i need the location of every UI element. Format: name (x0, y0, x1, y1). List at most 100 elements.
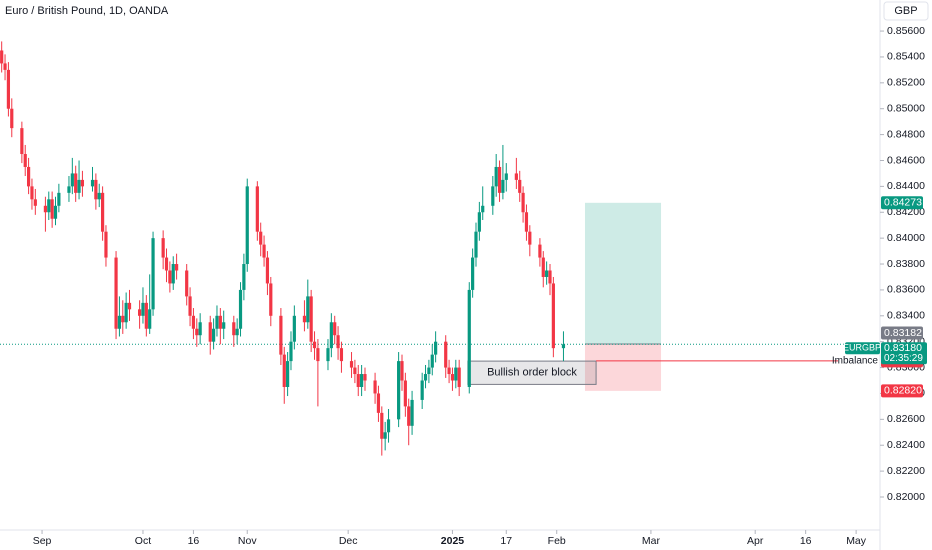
candle-body (117, 315, 122, 329)
price-tag (881, 384, 923, 398)
candle-body (434, 341, 438, 355)
candle-body (407, 406, 411, 426)
candle-body (333, 322, 337, 336)
x-tick-label: Sep (33, 535, 52, 547)
candle-body (400, 361, 404, 381)
imbalance-label: Imbalance (832, 355, 879, 366)
x-tick-label: Dec (339, 535, 358, 547)
currency-label[interactable]: GBP (894, 5, 917, 17)
candle-body (397, 361, 401, 420)
candle-body (175, 264, 179, 271)
candle-body (450, 374, 455, 381)
candle-body (282, 354, 286, 387)
candle-body (114, 257, 118, 329)
candle-body (501, 179, 505, 193)
candle-body (514, 173, 518, 180)
price-tag (881, 196, 923, 210)
candle-body (373, 380, 377, 394)
candle-body (245, 186, 249, 265)
y-tick-label: 0.84800 (887, 128, 925, 140)
x-tick-label: 16 (800, 535, 812, 547)
target-zone (584, 202, 662, 345)
candle-body (336, 335, 340, 349)
candle-body (410, 399, 414, 426)
candle-body (420, 380, 424, 400)
candle-body (551, 283, 555, 349)
candle-body (80, 179, 85, 187)
y-tick-label: 0.84600 (887, 154, 925, 166)
candle-body (538, 244, 542, 258)
candle-body (74, 173, 78, 193)
candle-body (53, 205, 58, 219)
candle-body (292, 315, 296, 342)
candle-body (376, 393, 381, 413)
candle-body (312, 341, 317, 349)
candle-body (360, 374, 364, 387)
x-tick-label: Oct (135, 535, 151, 547)
candle-body (524, 212, 529, 232)
candle-body (444, 341, 448, 368)
candle-body (10, 108, 14, 129)
order-block-label: Bullish order block (487, 367, 577, 379)
candle-body (454, 367, 458, 381)
candle-body (215, 315, 219, 329)
candle-body (20, 128, 24, 155)
candle-body (474, 231, 478, 258)
candle-body (356, 374, 360, 387)
candle-body (467, 289, 471, 387)
stop-zone (584, 344, 662, 391)
candle-body (212, 328, 216, 342)
y-tick-label: 0.85400 (887, 51, 925, 63)
candle-body (222, 322, 226, 329)
candle-body (494, 166, 498, 187)
candle-body (33, 199, 37, 206)
countdown-label: 02:35:29 (884, 353, 923, 364)
candle-body (3, 63, 7, 70)
candle-body (50, 199, 54, 219)
y-tick-label: 0.85600 (887, 25, 925, 37)
candle-body (185, 270, 189, 297)
candle-body (286, 361, 290, 387)
candle-body (235, 328, 239, 336)
candle-body (208, 322, 212, 342)
candle-body (232, 322, 236, 336)
currency-button[interactable] (883, 1, 929, 21)
candle-body (191, 315, 196, 329)
candle-body (302, 315, 307, 323)
candle-body (316, 348, 320, 362)
y-tick-label: 0.85200 (887, 77, 925, 89)
candle-body (477, 212, 481, 232)
candle-body (26, 166, 31, 187)
candle-body (541, 257, 545, 277)
candle-body (127, 302, 132, 310)
candle-body (471, 257, 475, 290)
y-tick-label: 0.84000 (887, 232, 925, 244)
candle-body (521, 192, 525, 213)
candle-body (363, 374, 367, 381)
x-tick-label: May (846, 535, 867, 547)
candle-body (504, 173, 508, 180)
y-tick-label: 0.85000 (887, 102, 925, 114)
candle-body (57, 192, 61, 206)
x-tick-label: 2025 (441, 535, 465, 547)
candle-body (164, 257, 169, 271)
candle-body (23, 154, 27, 167)
price-tag-label: 0.82820 (884, 385, 922, 397)
candle-body (148, 309, 152, 329)
symbol-tag (845, 342, 880, 355)
candle-body (255, 186, 259, 232)
candle-body (195, 328, 199, 336)
y-tick-label: 0.82200 (887, 465, 925, 477)
current-tag (881, 342, 927, 365)
candle-body (168, 270, 172, 284)
candle-body (0, 50, 4, 64)
candle-body (518, 179, 522, 193)
candle-body (198, 322, 202, 336)
candle-body (427, 367, 431, 375)
candle-body (151, 238, 155, 310)
chart-title: Euro / British Pound, 1D, OANDA (5, 5, 169, 17)
candle-body (545, 270, 549, 277)
y-tick-label: 0.83600 (887, 284, 925, 296)
x-tick-label: 16 (188, 535, 200, 547)
candle-body (386, 419, 391, 433)
